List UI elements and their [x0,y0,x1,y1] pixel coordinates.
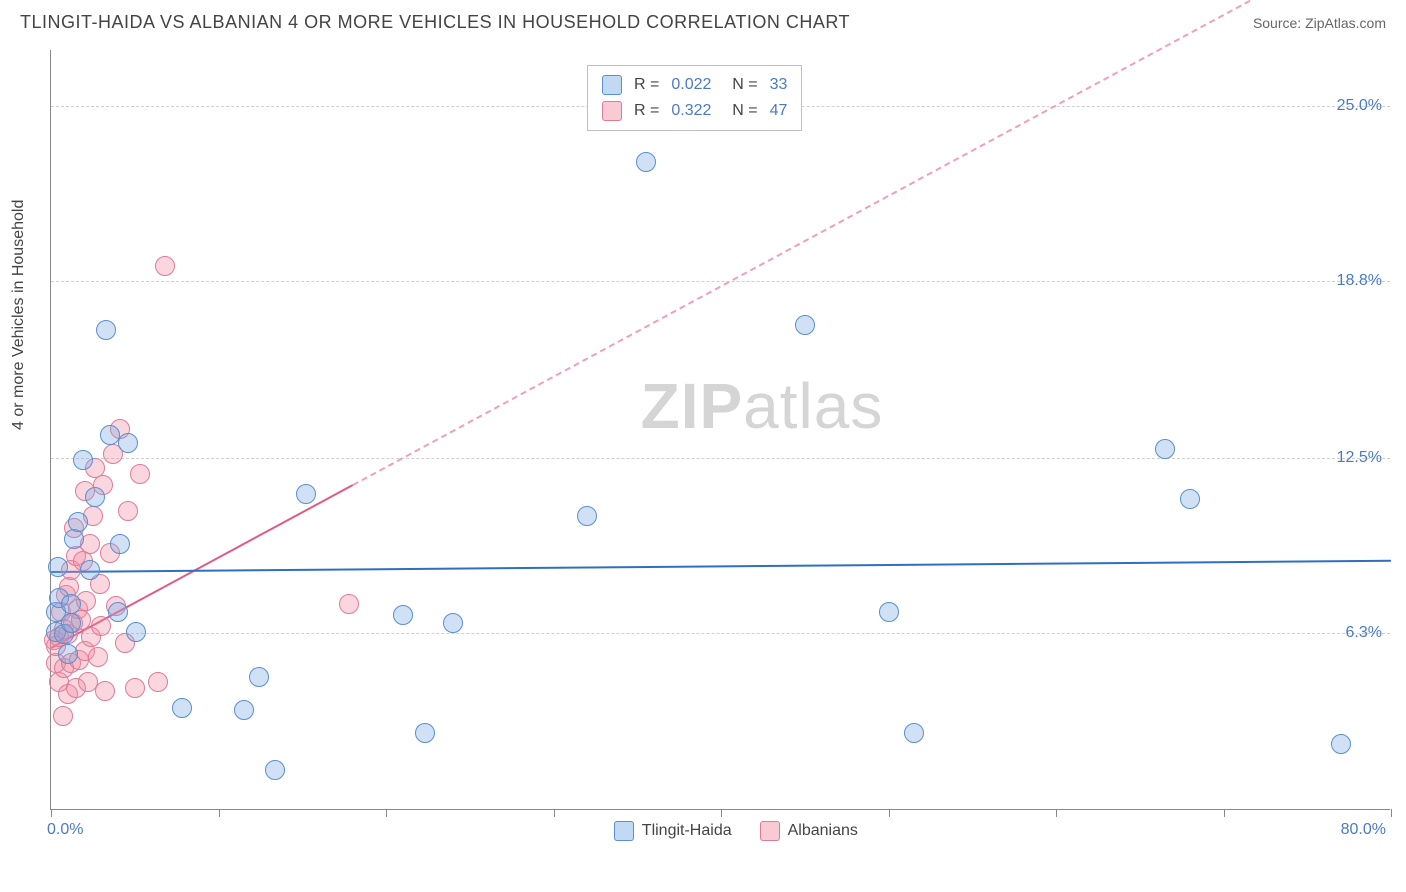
x-tick [554,809,555,817]
legend-swatch [760,821,780,841]
r-value: 0.022 [671,72,711,98]
legend-swatch [602,101,622,121]
data-point-blue [64,529,84,549]
data-point-blue [108,602,128,622]
data-point-blue [1331,734,1351,754]
chart-title: TLINGIT-HAIDA VS ALBANIAN 4 OR MORE VEHI… [20,12,850,33]
x-tick [1391,809,1392,817]
data-point-blue [393,605,413,625]
r-label: R = [634,72,659,98]
correlation-legend: R = 0.022 N = 33 R = 0.322 N = 47 [587,65,802,131]
data-point-blue [443,613,463,633]
data-point-pink [148,672,168,692]
data-point-blue [73,450,93,470]
data-point-blue [61,594,81,614]
data-point-blue [48,557,68,577]
data-point-blue [234,700,254,720]
data-point-pink [95,681,115,701]
source-attribution: Source: ZipAtlas.com [1253,15,1386,31]
series-legend: Tlingit-Haida Albanians [614,821,858,841]
legend-item: Tlingit-Haida [614,821,732,841]
data-point-blue [415,723,435,743]
y-tick-label: 6.3% [1346,624,1382,642]
trendline-albanians-extrapolated [352,0,1391,486]
x-tick [1056,809,1057,817]
data-point-blue [110,534,130,554]
gridline [51,458,1390,459]
y-tick-label: 12.5% [1337,449,1382,467]
x-tick [219,809,220,817]
legend-swatch [614,821,634,841]
n-label: N = [723,72,757,98]
x-tick [51,809,52,817]
legend-swatch [602,75,622,95]
data-point-pink [91,616,111,636]
data-point-blue [296,484,316,504]
legend-row: R = 0.322 N = 47 [602,98,787,124]
data-point-blue [85,487,105,507]
x-tick [1224,809,1225,817]
data-point-blue [100,425,120,445]
data-point-pink [125,678,145,698]
y-tick-label: 25.0% [1337,97,1382,115]
data-point-blue [249,667,269,687]
data-point-blue [96,320,116,340]
data-point-pink [130,464,150,484]
data-point-blue [1180,489,1200,509]
x-tick [721,809,722,817]
data-point-blue [172,698,192,718]
data-point-blue [80,560,100,580]
n-label: N = [723,98,757,124]
y-axis-label: 4 or more Vehicles in Household [10,200,28,430]
data-point-blue [68,512,88,532]
x-axis-label: 80.0% [1341,821,1386,839]
y-tick-label: 18.8% [1337,272,1382,290]
data-point-blue [879,602,899,622]
data-point-pink [118,501,138,521]
n-value: 33 [770,72,788,98]
data-point-pink [155,256,175,276]
data-point-blue [636,152,656,172]
data-point-blue [61,613,81,633]
legend-item: Albanians [760,821,858,841]
data-point-blue [904,723,924,743]
data-point-blue [577,506,597,526]
gridline [51,633,1390,634]
data-point-blue [118,433,138,453]
r-label: R = [634,98,659,124]
trendline-tlingit-haida [51,559,1391,572]
data-point-blue [126,622,146,642]
watermark: ZIPatlas [641,369,884,443]
data-point-pink [88,647,108,667]
data-point-pink [339,594,359,614]
data-point-blue [265,760,285,780]
gridline [51,281,1390,282]
legend-row: R = 0.022 N = 33 [602,72,787,98]
n-value: 47 [770,98,788,124]
data-point-blue [58,644,78,664]
scatter-chart: 6.3%12.5%18.8%25.0%0.0%80.0%ZIPatlasR =0… [50,50,1390,810]
x-tick [386,809,387,817]
data-point-pink [53,706,73,726]
r-value: 0.322 [671,98,711,124]
data-point-blue [795,315,815,335]
x-axis-label: 0.0% [47,821,83,839]
x-tick [889,809,890,817]
data-point-blue [1155,439,1175,459]
